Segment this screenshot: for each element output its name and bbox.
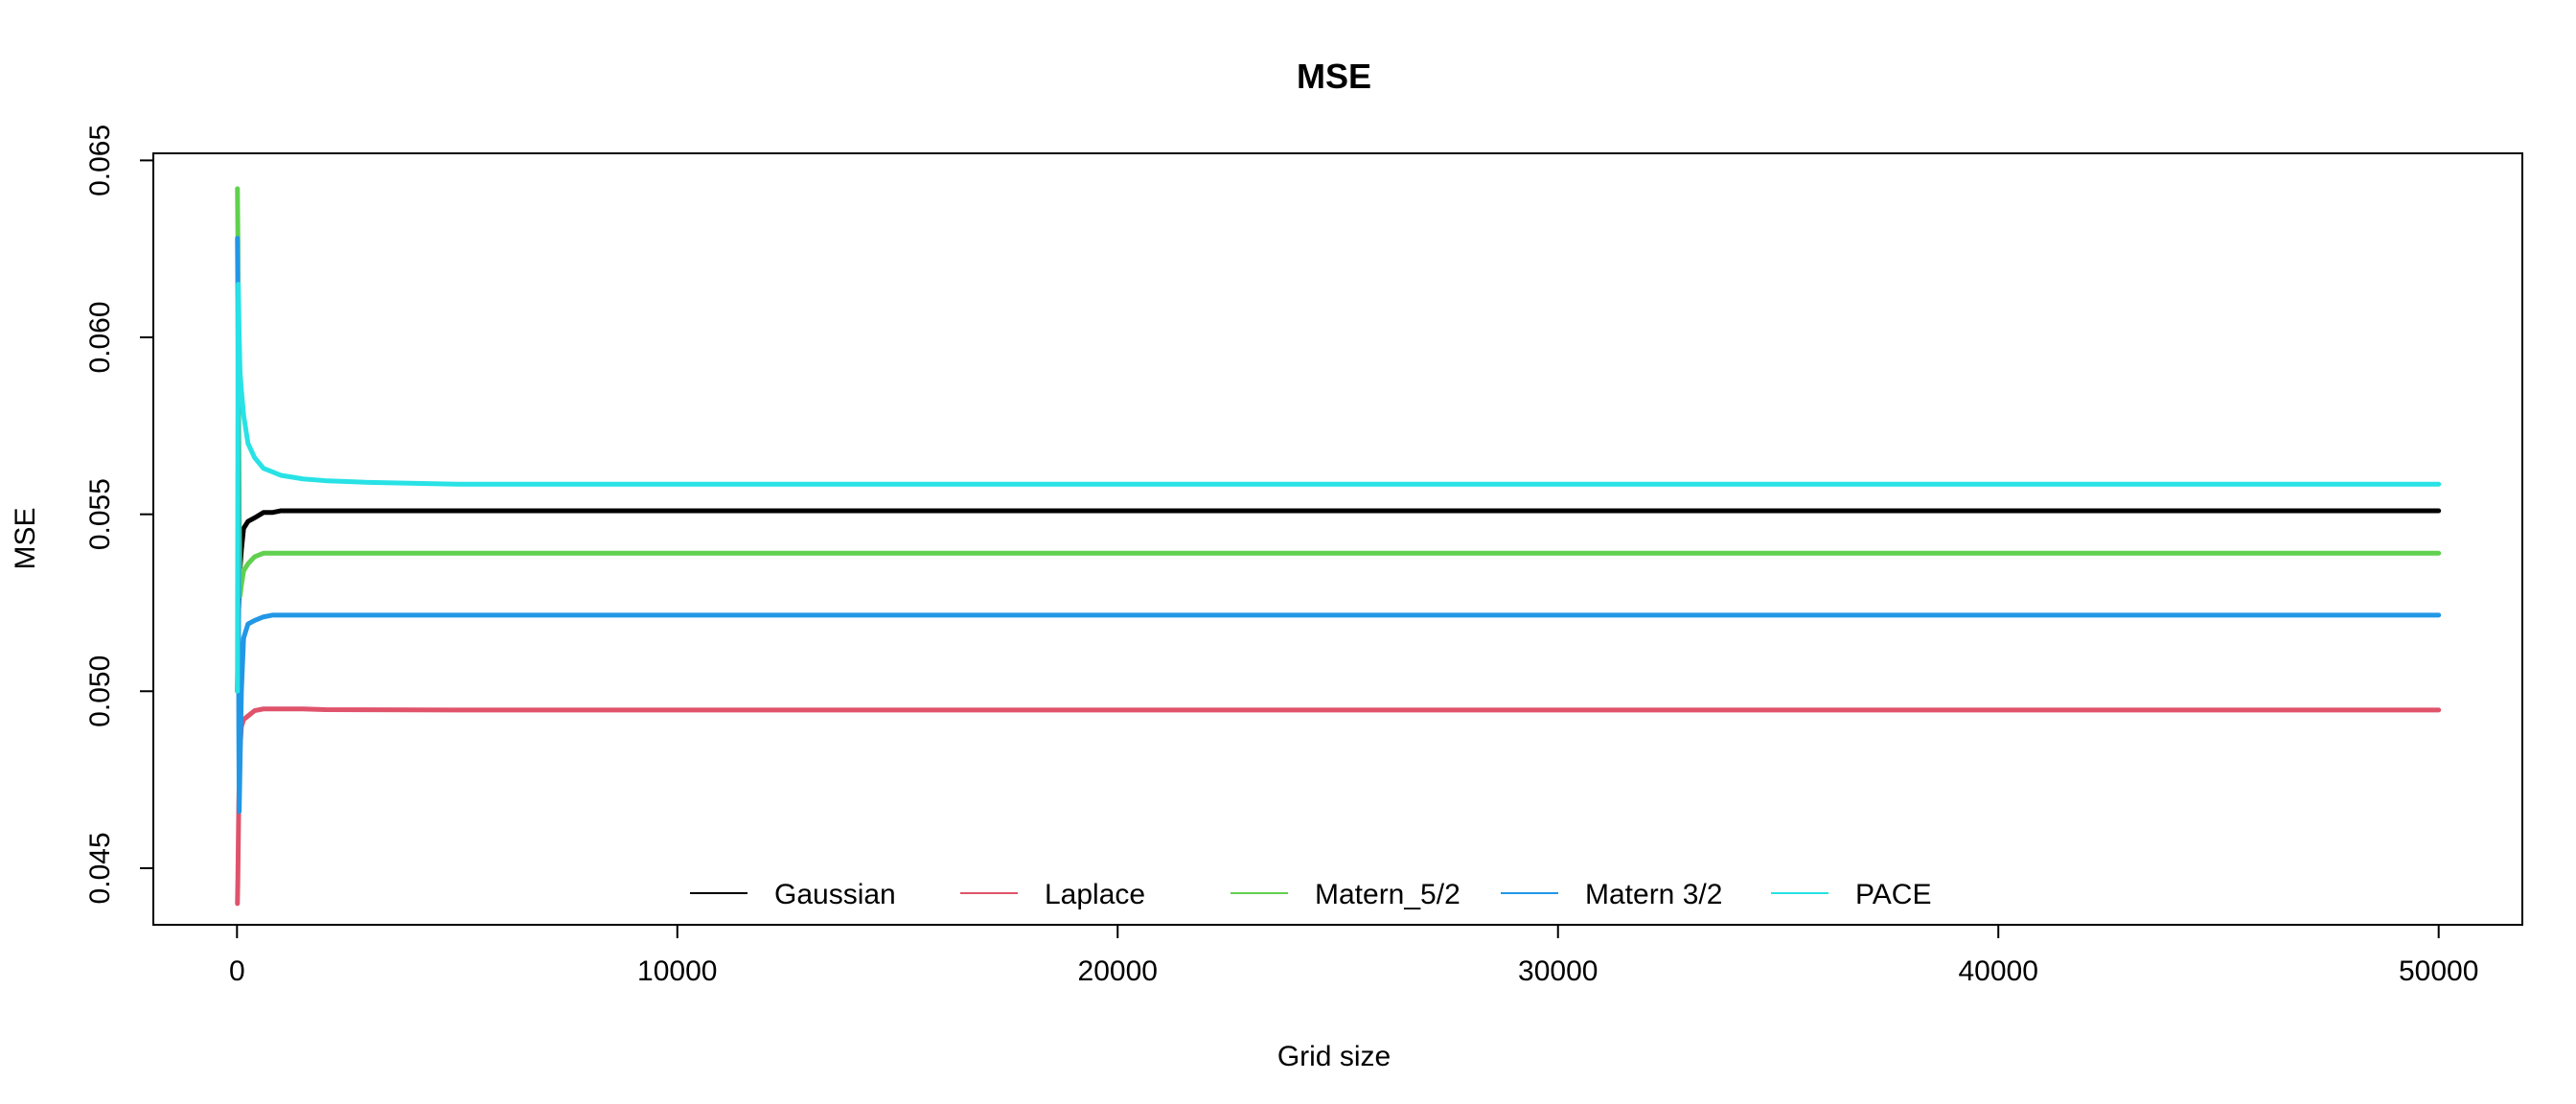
- y-tick-label: 0.060: [84, 301, 116, 373]
- series-line-gaussian: [235, 508, 2442, 694]
- y-tick-label: 0.065: [84, 125, 116, 196]
- legend-label-matern-5-2: Matern_5/2: [1315, 879, 1460, 910]
- series-line-matern-5-2: [235, 186, 2442, 599]
- legend: Gaussian Laplace Matern_5/2 Matern 3/2 PACE: [690, 879, 1931, 910]
- legend-label-laplace: Laplace: [1045, 879, 1145, 910]
- legend-label-pace: PACE: [1855, 879, 1931, 910]
- y-tick-label: 0.045: [84, 832, 116, 904]
- y-tick-label: 0.055: [84, 478, 116, 550]
- series-line-laplace: [235, 706, 2442, 907]
- x-tick-label: 50000: [2399, 955, 2478, 987]
- series-line-matern-3-2: [235, 236, 2442, 815]
- x-tick-label: 20000: [1078, 955, 1158, 987]
- y-axis-title: MSE: [10, 507, 41, 569]
- y-axis: 0.045 0.050 0.055 0.060 0.065: [84, 125, 154, 904]
- chart-title: MSE: [1297, 57, 1371, 96]
- legend-label-matern-3-2: Matern 3/2: [1585, 879, 1722, 910]
- x-axis: 0 10000 20000 30000 40000 50000: [229, 924, 2478, 987]
- series-line-pace: [235, 282, 2442, 694]
- series-layer: [235, 186, 2442, 907]
- x-axis-title: Grid size: [1277, 1041, 1391, 1072]
- plot-frame: [152, 152, 2523, 926]
- y-tick-label: 0.050: [84, 656, 116, 727]
- x-tick-label: 0: [229, 955, 245, 987]
- x-tick-label: 40000: [1959, 955, 2038, 987]
- x-tick-label: 30000: [1518, 955, 1598, 987]
- legend-label-gaussian: Gaussian: [774, 879, 896, 910]
- x-tick-label: 10000: [637, 955, 717, 987]
